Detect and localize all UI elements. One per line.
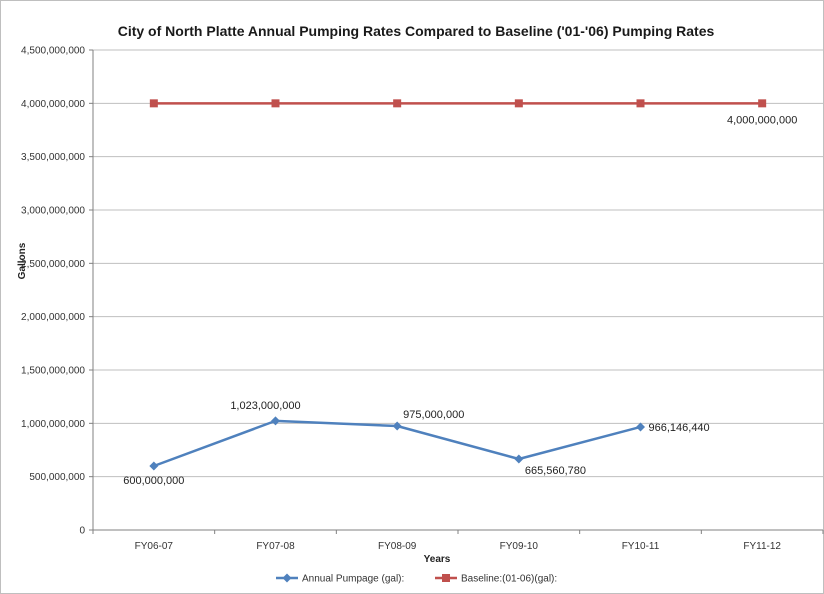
legend-marker xyxy=(282,573,292,583)
y-tick-label: 3,000,000,000 xyxy=(21,206,85,217)
data-label: 1,023,000,000 xyxy=(230,400,300,412)
legend-marker xyxy=(442,574,450,582)
data-point xyxy=(271,416,280,426)
y-tick-label: 3,500,000,000 xyxy=(21,152,85,163)
data-point xyxy=(758,99,767,108)
x-tick-label: FY11-12 xyxy=(743,541,781,552)
data-labels: 600,000,000 1,023,000,000 975,000,000 665,5… xyxy=(123,114,797,487)
data-label: 966,146,440 xyxy=(649,422,710,434)
y-tick-label: 500,000,000 xyxy=(29,472,85,483)
axes xyxy=(92,50,823,531)
data-point xyxy=(636,422,645,432)
x-tick-label: FY10-11 xyxy=(622,541,660,552)
x-tick-label: FY08-09 xyxy=(378,541,417,552)
data-point xyxy=(514,99,523,108)
legend: Annual Pumpage (gal): Baseline:(01-06)(ga… xyxy=(276,573,557,585)
y-tick-label: 1,000,000,000 xyxy=(21,419,85,430)
x-tick-label: FY09-10 xyxy=(500,541,539,552)
data-point xyxy=(149,461,159,471)
series-group xyxy=(149,416,645,471)
data-point xyxy=(636,99,645,108)
data-label: 975,000,000 xyxy=(403,409,464,421)
y-axis-ticks: 0 500,000,000 1,000,000,000 1,500,000,000 2,… xyxy=(21,46,93,537)
x-tick-label: FY07-08 xyxy=(256,541,295,552)
data-label: 665,560,780 xyxy=(525,465,586,477)
y-tick-label: 2,500,000,000 xyxy=(21,259,85,270)
y-tick-label: 2,000,000,000 xyxy=(21,312,85,323)
y-tick-label: 0 xyxy=(79,526,85,537)
legend-item: Baseline:(01-06)(gal): xyxy=(435,574,557,585)
series-group xyxy=(149,99,767,108)
data-point xyxy=(393,99,402,108)
data-point xyxy=(149,99,158,108)
grid xyxy=(93,49,823,478)
x-axis-ticks: FY06-07 FY07-08 FY08-09 FY09-10 FY10-11 FY11-… xyxy=(92,530,824,552)
legend-item: Annual Pumpage (gal): xyxy=(276,573,404,585)
series-layer xyxy=(149,99,767,471)
data-label: 600,000,000 xyxy=(123,475,184,487)
x-axis-title: Years xyxy=(424,554,451,565)
legend-label: Baseline:(01-06)(gal): xyxy=(461,574,557,585)
data-point xyxy=(392,421,402,431)
data-label: 4,000,000,000 xyxy=(727,114,797,126)
legend-label: Annual Pumpage (gal): xyxy=(302,574,404,585)
y-tick-label: 4,500,000,000 xyxy=(21,46,85,57)
data-point xyxy=(271,99,280,108)
data-point xyxy=(514,454,524,464)
y-axis-title: Gallons xyxy=(17,242,28,279)
x-tick-label: FY06-07 xyxy=(135,541,174,552)
y-tick-label: 4,000,000,000 xyxy=(21,99,85,110)
y-tick-label: 1,500,000,000 xyxy=(21,366,85,377)
chart-title: City of North Platte Annual Pumping Rate… xyxy=(118,23,715,39)
